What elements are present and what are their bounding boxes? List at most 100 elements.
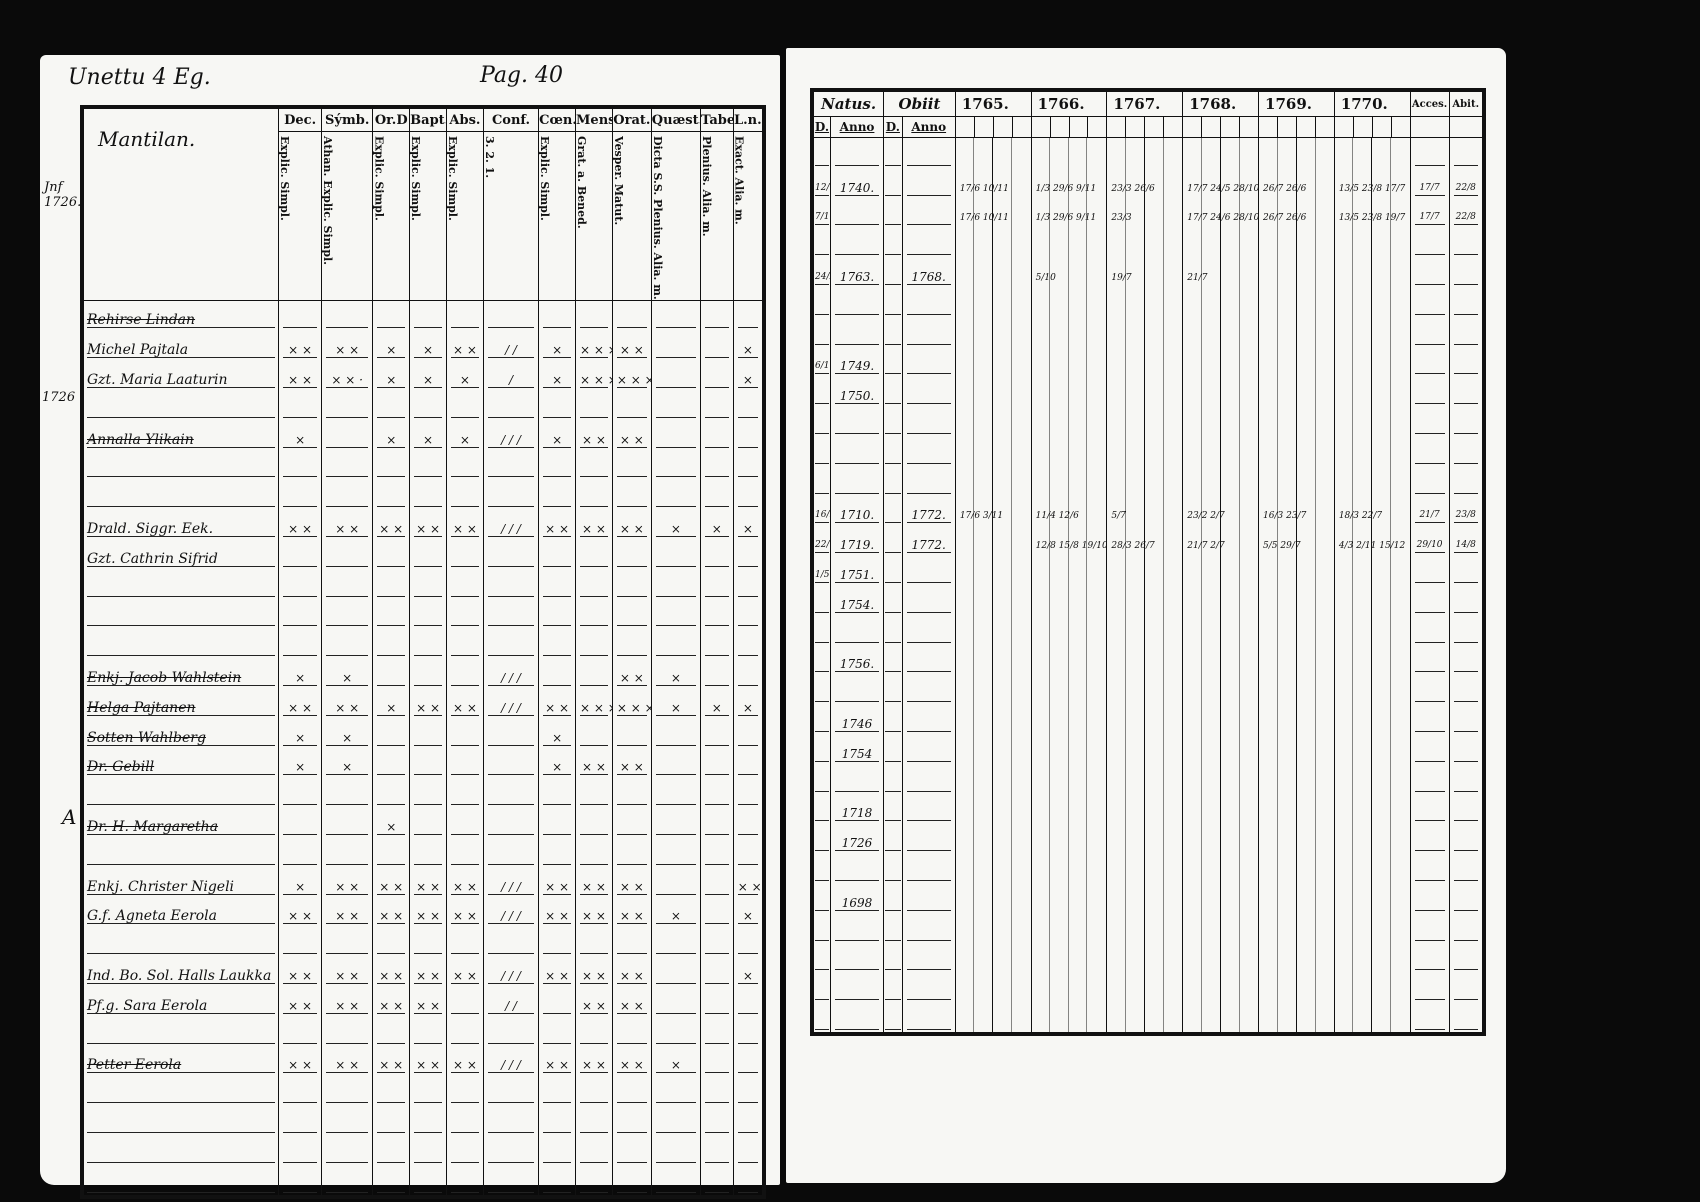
cell-text	[960, 748, 1027, 762]
mark-cell	[321, 628, 374, 659]
cell-text	[906, 389, 951, 405]
mark-cell	[611, 449, 652, 480]
mark-cell: × ×	[575, 419, 613, 450]
cell-text	[1414, 896, 1445, 911]
cell-text	[815, 806, 829, 822]
cell-text	[487, 790, 535, 806]
abit: 23/8	[1448, 495, 1485, 526]
death-day	[883, 584, 903, 615]
cell-text	[487, 403, 535, 418]
mark-cell: ×	[732, 688, 765, 718]
mark-cell	[575, 628, 613, 659]
mark-cell	[650, 419, 701, 450]
cell-text	[885, 777, 901, 792]
mark-cell: ×	[650, 1045, 701, 1076]
cell-text	[1187, 360, 1254, 374]
cell-text	[414, 403, 443, 418]
cell-text: 5/7	[1111, 511, 1126, 522]
column-subheader-0: Explic. Simpl.	[278, 131, 323, 301]
cell-text: ×	[543, 760, 572, 776]
table-row: Rehirse Lindan	[81, 300, 765, 331]
birth-day	[811, 972, 831, 1003]
mark-cell	[650, 1105, 701, 1135]
year-attendance-1769	[1258, 555, 1335, 585]
cell-text	[704, 462, 729, 478]
mark-cell	[409, 658, 448, 689]
year-attendance-1769	[1258, 853, 1335, 883]
cell-text	[834, 419, 880, 434]
year-attendance-1769	[1258, 763, 1335, 794]
table-row	[811, 972, 1485, 1003]
cell-text	[655, 462, 696, 478]
cell-text: 1719.	[834, 538, 880, 554]
cell-text	[737, 939, 758, 955]
person-name-text: Ind. Bo. Sol. Halls Laukka	[87, 969, 276, 984]
year-attendance-1765	[954, 316, 1032, 347]
cell-text	[1036, 569, 1103, 583]
mark-cell	[699, 1164, 734, 1197]
cell-text	[737, 1148, 758, 1163]
person-name: Drald. Siggr. Eek.	[81, 509, 280, 540]
person-name-text	[87, 462, 276, 478]
birth-year: 1719.	[829, 525, 885, 556]
accessit	[1409, 257, 1450, 287]
margin-note: Jnf 1726.	[44, 180, 82, 210]
cell-text: 1698	[834, 896, 880, 911]
mark-cell	[699, 479, 734, 510]
cell-text	[543, 820, 572, 836]
cell-text	[616, 552, 647, 567]
cell-text	[616, 582, 647, 597]
person-name-text: Petter Eerola	[87, 1058, 276, 1074]
cell-text	[414, 462, 443, 478]
cell-text	[960, 450, 1027, 464]
cell-text	[326, 820, 369, 836]
cell-text	[1414, 657, 1445, 673]
mark-cell	[575, 390, 613, 420]
mark-cell	[611, 300, 652, 331]
cell-text: × ×	[451, 343, 479, 359]
cell-text	[451, 939, 479, 955]
mark-cell	[446, 777, 484, 808]
accessit: 29/10	[1409, 525, 1450, 556]
subcolumn-header	[1049, 116, 1070, 138]
year-attendance-1769	[1258, 1002, 1335, 1034]
cell-text	[543, 671, 572, 687]
year-attendance-1765	[954, 674, 1032, 705]
abit	[1448, 704, 1485, 734]
cell-text	[1339, 271, 1406, 285]
cell-text	[655, 492, 696, 508]
accessit	[1409, 912, 1450, 943]
cell-text	[1036, 778, 1103, 792]
mark-cell: × ×	[575, 956, 613, 986]
mark-cell	[611, 1134, 652, 1165]
mark-cell	[650, 986, 701, 1016]
cell-text: × ×	[616, 671, 647, 687]
subcolumn-header	[1276, 116, 1297, 138]
cell-text	[377, 1118, 406, 1133]
year-attendance-1767	[1106, 137, 1184, 168]
cell-text: /	[487, 373, 535, 389]
person-name-text: Enkj. Christer Nigeli	[87, 880, 276, 895]
person-name-text: Pf.g. Sara Eerola	[87, 999, 276, 1014]
cell-text	[1453, 806, 1478, 822]
cell-text	[616, 611, 647, 627]
mark-cell	[650, 598, 701, 629]
mark-cell	[278, 837, 323, 867]
cell-text	[1339, 748, 1406, 762]
cell-text	[326, 433, 369, 448]
year-attendance-1765	[954, 793, 1032, 824]
cell-text	[960, 390, 1027, 404]
cell-text	[487, 1148, 535, 1163]
year-attendance-1766	[1030, 137, 1108, 168]
person-name-text	[87, 641, 276, 657]
mark-cell: ×	[650, 509, 701, 540]
cell-text	[704, 909, 729, 925]
mark-cell: × ×	[575, 896, 613, 927]
cell-text	[616, 641, 647, 657]
mark-cell	[732, 747, 765, 778]
cell-text: × × ·	[326, 373, 369, 389]
cell-text: × ×	[616, 909, 647, 925]
subheader-text: 3. 2. 1.	[483, 136, 496, 179]
cell-text	[414, 1029, 443, 1044]
year-attendance-1770	[1333, 257, 1411, 287]
